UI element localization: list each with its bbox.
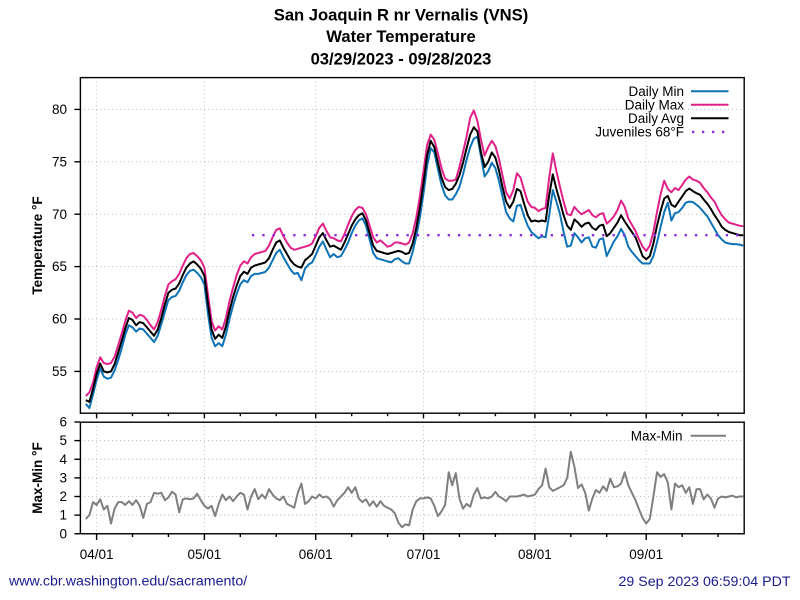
svg-text:29 Sep 2023 06:59:04 PDT: 29 Sep 2023 06:59:04 PDT	[619, 574, 791, 590]
svg-text:Max-Min: Max-Min	[631, 428, 683, 443]
svg-text:San Joaquin R nr Vernalis (VNS: San Joaquin R nr Vernalis (VNS)	[274, 5, 529, 24]
svg-text:05/01: 05/01	[188, 547, 222, 562]
svg-text:3: 3	[59, 470, 67, 485]
svg-text:03/29/2023 - 09/28/2023: 03/29/2023 - 09/28/2023	[311, 50, 492, 69]
svg-text:Daily Max: Daily Max	[625, 97, 685, 112]
svg-text:75: 75	[52, 154, 67, 169]
svg-text:4: 4	[59, 452, 67, 467]
svg-text:Temperature °F: Temperature °F	[30, 196, 45, 294]
svg-text:07/01: 07/01	[407, 547, 441, 562]
svg-text:04/01: 04/01	[80, 547, 114, 562]
svg-text:70: 70	[52, 207, 67, 222]
svg-text:2: 2	[59, 489, 67, 504]
svg-text:55: 55	[52, 364, 67, 379]
svg-text:06/01: 06/01	[299, 547, 333, 562]
svg-text:09/01: 09/01	[629, 547, 663, 562]
svg-text:www.cbr.washington.edu/sacrame: www.cbr.washington.edu/sacramento/	[8, 574, 247, 590]
svg-text:0: 0	[59, 526, 67, 541]
svg-text:65: 65	[52, 259, 67, 274]
svg-text:Max-Min °F: Max-Min °F	[30, 442, 45, 513]
svg-text:08/01: 08/01	[518, 547, 552, 562]
svg-text:80: 80	[52, 102, 67, 117]
svg-text:Daily Min: Daily Min	[628, 84, 684, 99]
svg-text:1: 1	[59, 508, 67, 523]
svg-text:Juveniles 68°F: Juveniles 68°F	[595, 125, 684, 140]
svg-text:Daily Avg: Daily Avg	[628, 111, 684, 126]
svg-text:6: 6	[59, 415, 67, 430]
svg-text:Water Temperature: Water Temperature	[326, 27, 475, 46]
svg-text:60: 60	[52, 312, 67, 327]
svg-text:5: 5	[59, 433, 67, 448]
